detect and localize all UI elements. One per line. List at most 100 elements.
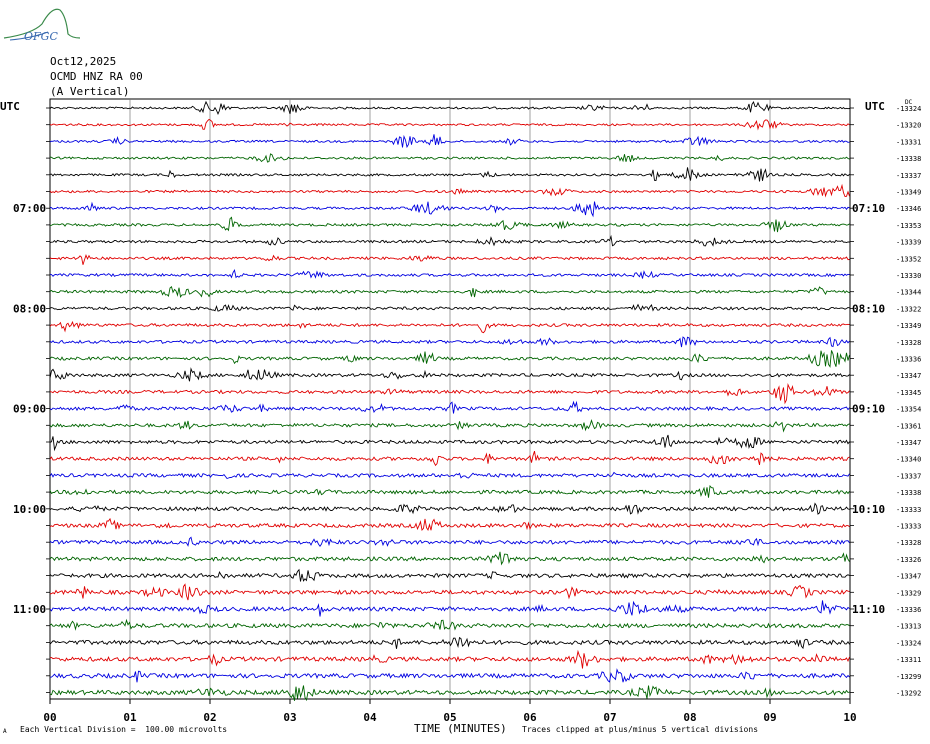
svg-text:OFGC: OFGC [24,30,58,43]
trace-line [49,471,850,480]
trace-line [50,268,850,279]
trace-line [49,234,850,247]
dc-offset-label: -13347 [896,573,921,581]
dc-offset-label: -13337 [896,172,921,180]
dc-offset-label: -13313 [896,623,921,631]
clip-note: Traces clipped at plus/minus 5 vertical … [522,725,759,734]
dc-offset-label: -13347 [896,372,921,380]
x-tick-label: 03 [283,711,296,724]
trace-line [49,636,850,650]
ofgc-logo: OFGC [3,8,81,43]
trace-line [49,367,850,382]
trace-line [49,134,850,149]
trace-line [49,118,850,131]
trace-line [49,583,850,601]
right-time-label: 11:10 [852,603,885,616]
dc-offset-label: -13345 [896,389,921,397]
trace-line [49,551,850,566]
dc-offset-label: -13336 [896,606,921,614]
trace-line [49,336,850,348]
dc-offset-label: -13337 [896,472,921,480]
trace-line [49,450,850,467]
trace-line [49,320,850,334]
left-time-label: 07:00 [13,202,46,215]
station-label: OCMD HNZ RA 00 [50,70,143,83]
right-time-label: 07:10 [852,202,885,215]
dc-offset-label: -13353 [896,222,921,230]
dc-offset-label: -13322 [896,305,921,313]
trace-line [49,649,850,669]
dc-offset-label: -13333 [896,523,921,531]
dc-offset-label: -13329 [896,589,921,597]
x-tick-label: 01 [123,711,137,724]
trace-line [49,685,850,702]
dc-label: DC [905,99,913,106]
x-axis-title: TIME (MINUTES) [414,722,507,735]
dc-offset-label: -13324 [896,639,921,647]
dc-offset-label: -13361 [896,422,921,430]
trace-line [49,600,850,617]
dc-offset-label: -13354 [896,406,921,414]
trace-line [49,254,850,265]
dc-offset-label: -13326 [896,556,921,564]
dc-offset-label: -13344 [896,289,921,297]
right-time-label: 10:10 [852,503,885,516]
trace-line [49,536,850,547]
dc-offset-label: -13328 [896,539,921,547]
trace-line [49,618,850,631]
trace-line [49,167,850,182]
dc-offset-label: -13292 [896,690,921,698]
dc-offset-label: -13349 [896,189,921,197]
trace-line [49,484,850,498]
x-tick-label: 10 [843,711,856,724]
x-tick-label: 04 [363,711,377,724]
trace-line [49,568,850,582]
date-label: Oct12,2025 [50,55,117,68]
left-time-label: 11:00 [13,603,46,616]
x-tick-label: 00 [43,711,56,724]
trace-line [49,668,850,683]
dc-offset-label: -13352 [896,255,921,263]
trace-line [49,183,850,198]
dc-offset-label: -13320 [896,122,921,130]
trace-line [49,400,850,414]
trace-line [49,286,850,299]
scale-note: Each Vertical Division = 100.00 microvol… [20,725,228,734]
dc-offset-label: -13346 [896,205,921,213]
trace-line [49,517,850,531]
trace-line [49,434,850,452]
dc-offset-label: -13331 [896,138,921,146]
right-time-label: 09:10 [852,403,885,416]
trace-line [49,382,850,405]
trace-line [49,350,850,368]
trace-line [49,419,850,433]
left-time-label: 08:00 [13,302,46,315]
corner-mark: A [3,728,7,735]
right-axis-title: UTC [865,100,885,113]
left-axis-title: UTC [0,100,20,113]
trace-line [49,201,850,218]
dc-offset-label: -13336 [896,356,921,364]
dc-offset-label: -13347 [896,439,921,447]
trace-line [49,303,850,312]
dc-offset-label: -13338 [896,489,921,497]
trace-line [49,100,850,116]
right-time-label: 08:10 [852,302,885,315]
dc-offset-label: -13349 [896,322,921,330]
x-tick-label: 05 [443,711,456,724]
dc-offset-label: -13311 [896,656,921,664]
dc-offset-label: -13339 [896,239,921,247]
trace-line [49,502,850,515]
left-time-label: 09:00 [13,403,46,416]
dc-offset-label: -13328 [896,339,921,347]
x-tick-label: 07 [603,711,616,724]
dc-offset-label: -13338 [896,155,921,163]
x-tick-label: 06 [523,711,537,724]
dc-offset-label: -13330 [896,272,921,280]
dc-offset-label: -13299 [896,673,921,681]
dc-offset-label: -13324 [896,105,921,113]
dc-offset-label: -13333 [896,506,921,514]
x-tick-label: 09 [763,711,776,724]
component-label: (A Vertical) [50,85,130,98]
